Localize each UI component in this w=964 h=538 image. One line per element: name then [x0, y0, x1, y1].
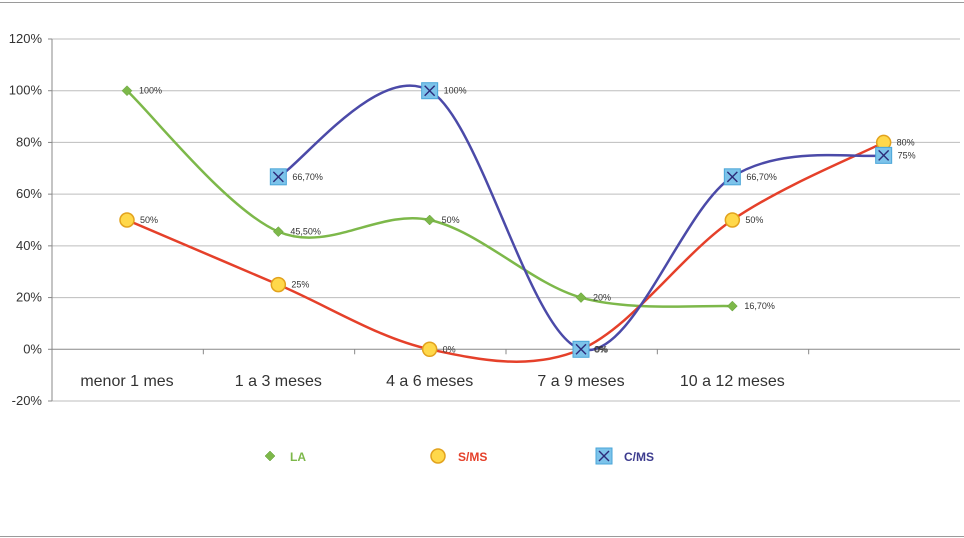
legend-label: C/MS [624, 450, 654, 464]
category-label: menor 1 mes [80, 373, 173, 390]
y-tick-label: 0% [23, 341, 42, 356]
legend-label: S/MS [458, 450, 487, 464]
data-point [269, 168, 287, 186]
legend-marker [430, 448, 446, 464]
data-label: 100% [444, 86, 467, 96]
y-tick-labels: 120% 100% 80% 60% 40% 20% 0% -20% [9, 31, 43, 408]
series-lines [126, 84, 885, 363]
data-point [119, 212, 135, 228]
grid-lines [52, 38, 960, 402]
series-line-c-ms [277, 84, 884, 352]
data-point [121, 85, 133, 97]
data-label: 45,50% [290, 227, 321, 237]
data-point [724, 212, 741, 228]
y-tick-label: -20% [12, 393, 43, 408]
data-label: 80% [897, 137, 915, 147]
legend-label: LA [290, 450, 306, 464]
y-tick-label: 120% [9, 31, 43, 46]
legend-marker [595, 447, 613, 465]
data-labels: 100% 45,50% 50% 20% 16,70% 50% 25% 0% 0% 50% 80% 66… [139, 86, 916, 355]
marker-cross [598, 450, 610, 462]
data-point [726, 300, 738, 312]
y-tick-label: 80% [16, 134, 42, 149]
data-label: 66,70% [292, 172, 323, 182]
series-line-la [126, 89, 733, 308]
data-point [272, 226, 284, 237]
data-point [875, 146, 893, 164]
data-label: 50% [140, 215, 158, 225]
data-point [572, 340, 590, 358]
series-line-s-ms [126, 141, 885, 363]
series-markers [119, 82, 893, 358]
legend: LA S/MS C/MS [264, 447, 654, 465]
data-point [421, 82, 439, 100]
bottom-rule [0, 536, 964, 537]
data-point [424, 214, 436, 226]
data-label: 66,70% [746, 172, 777, 182]
y-tick-label: 40% [16, 238, 42, 253]
data-label: 0% [443, 344, 456, 354]
data-label: 50% [442, 215, 460, 225]
y-tick-label: 100% [9, 83, 43, 98]
marker-cross [726, 171, 738, 183]
marker-cross [272, 171, 284, 183]
data-point [575, 292, 587, 303]
axes [48, 38, 960, 402]
top-rule [0, 2, 964, 3]
data-label: 50% [745, 215, 763, 225]
y-tick-label: 20% [16, 290, 42, 305]
legend-marker [264, 450, 276, 462]
category-label: 1 a 3 meses [235, 373, 322, 390]
category-label: 7 a 9 meses [537, 373, 624, 390]
data-label: 75% [898, 150, 916, 160]
data-label: 20% [593, 293, 611, 303]
data-point [723, 168, 741, 186]
data-label: 16,70% [744, 301, 775, 311]
data-point [421, 341, 438, 358]
data-label: 100% [139, 86, 162, 96]
category-labels: menor 1 mes 1 a 3 meses 4 a 6 meses 7 a 9 m… [80, 373, 784, 390]
data-label: 25% [291, 280, 309, 290]
marker-cross [424, 85, 436, 97]
data-label: 0% [595, 344, 608, 354]
data-label: 0% [594, 344, 607, 354]
y-tick-label: 60% [16, 186, 42, 201]
marker-cross [878, 149, 890, 161]
marker-cross [575, 343, 587, 355]
category-label: 4 a 6 meses [386, 373, 473, 390]
data-point [270, 276, 287, 293]
category-label: 10 a 12 meses [680, 373, 785, 390]
